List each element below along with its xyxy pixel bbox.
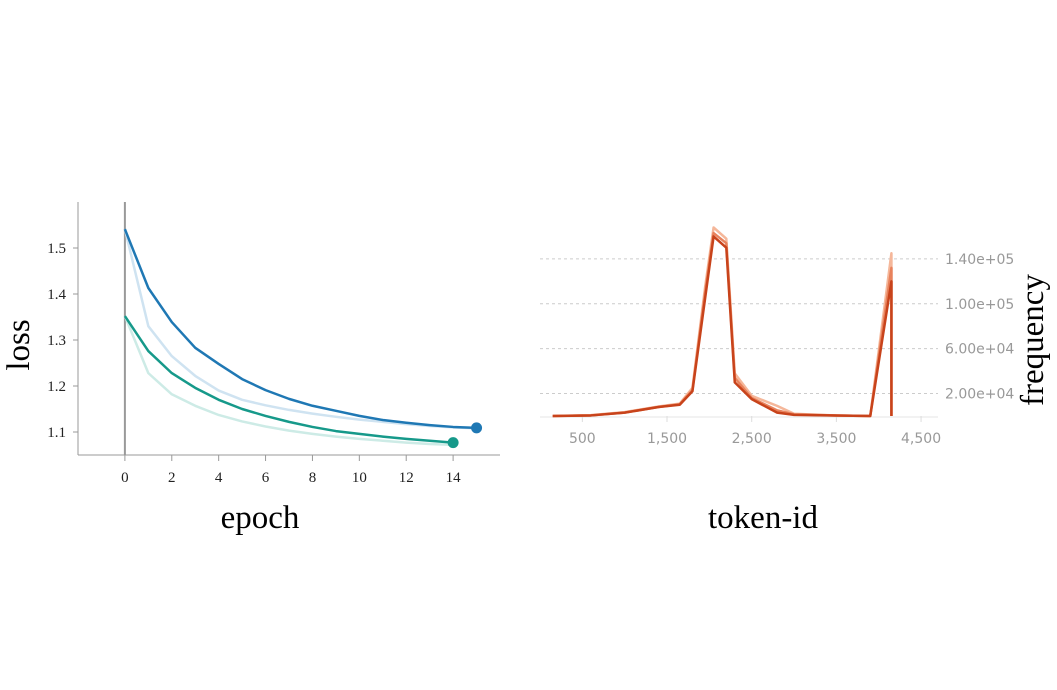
series-line <box>552 231 893 418</box>
series-line <box>552 235 893 418</box>
y-axis-label: loss <box>1 319 37 370</box>
series-line <box>123 315 454 447</box>
y-tick-label: 6.00e+04 <box>945 342 1014 358</box>
x-tick-label: 4,500 <box>901 431 941 447</box>
x-tick-label: 500 <box>569 431 596 447</box>
y-tick-label: 2.00e+04 <box>945 387 1014 403</box>
x-tick-label: 3,500 <box>816 431 856 447</box>
x-tick-label: 12 <box>399 470 414 486</box>
y-tick-label: 1.40e+05 <box>945 252 1014 268</box>
x-tick-label: 4 <box>215 470 223 486</box>
end-marker <box>447 437 459 449</box>
y-tick-label: 1.4 <box>47 287 66 303</box>
y-tick-label: 1.1 <box>47 425 66 441</box>
x-tick-label: 14 <box>446 470 462 486</box>
x-tick-label: 2 <box>168 470 176 486</box>
y-tick-label: 1.2 <box>47 379 66 395</box>
x-tick-label: 6 <box>262 470 270 486</box>
series-line <box>123 228 477 430</box>
x-tick-label: 1,500 <box>647 431 687 447</box>
x-tick-label: 2,500 <box>732 431 772 447</box>
y-tick-label: 1.3 <box>47 333 66 349</box>
y-axis-label: frequency <box>1015 274 1051 406</box>
x-tick-label: 8 <box>309 470 317 486</box>
end-marker <box>471 422 483 434</box>
x-axis-label: token-id <box>708 500 818 536</box>
x-tick-label: 10 <box>352 470 367 486</box>
y-tick-label: 1.5 <box>47 241 66 257</box>
y-tick-label: 1.00e+05 <box>945 297 1014 313</box>
x-axis-label: epoch <box>221 500 300 536</box>
series-line <box>552 226 893 418</box>
series-line <box>123 315 454 444</box>
x-tick-label: 0 <box>121 470 129 486</box>
